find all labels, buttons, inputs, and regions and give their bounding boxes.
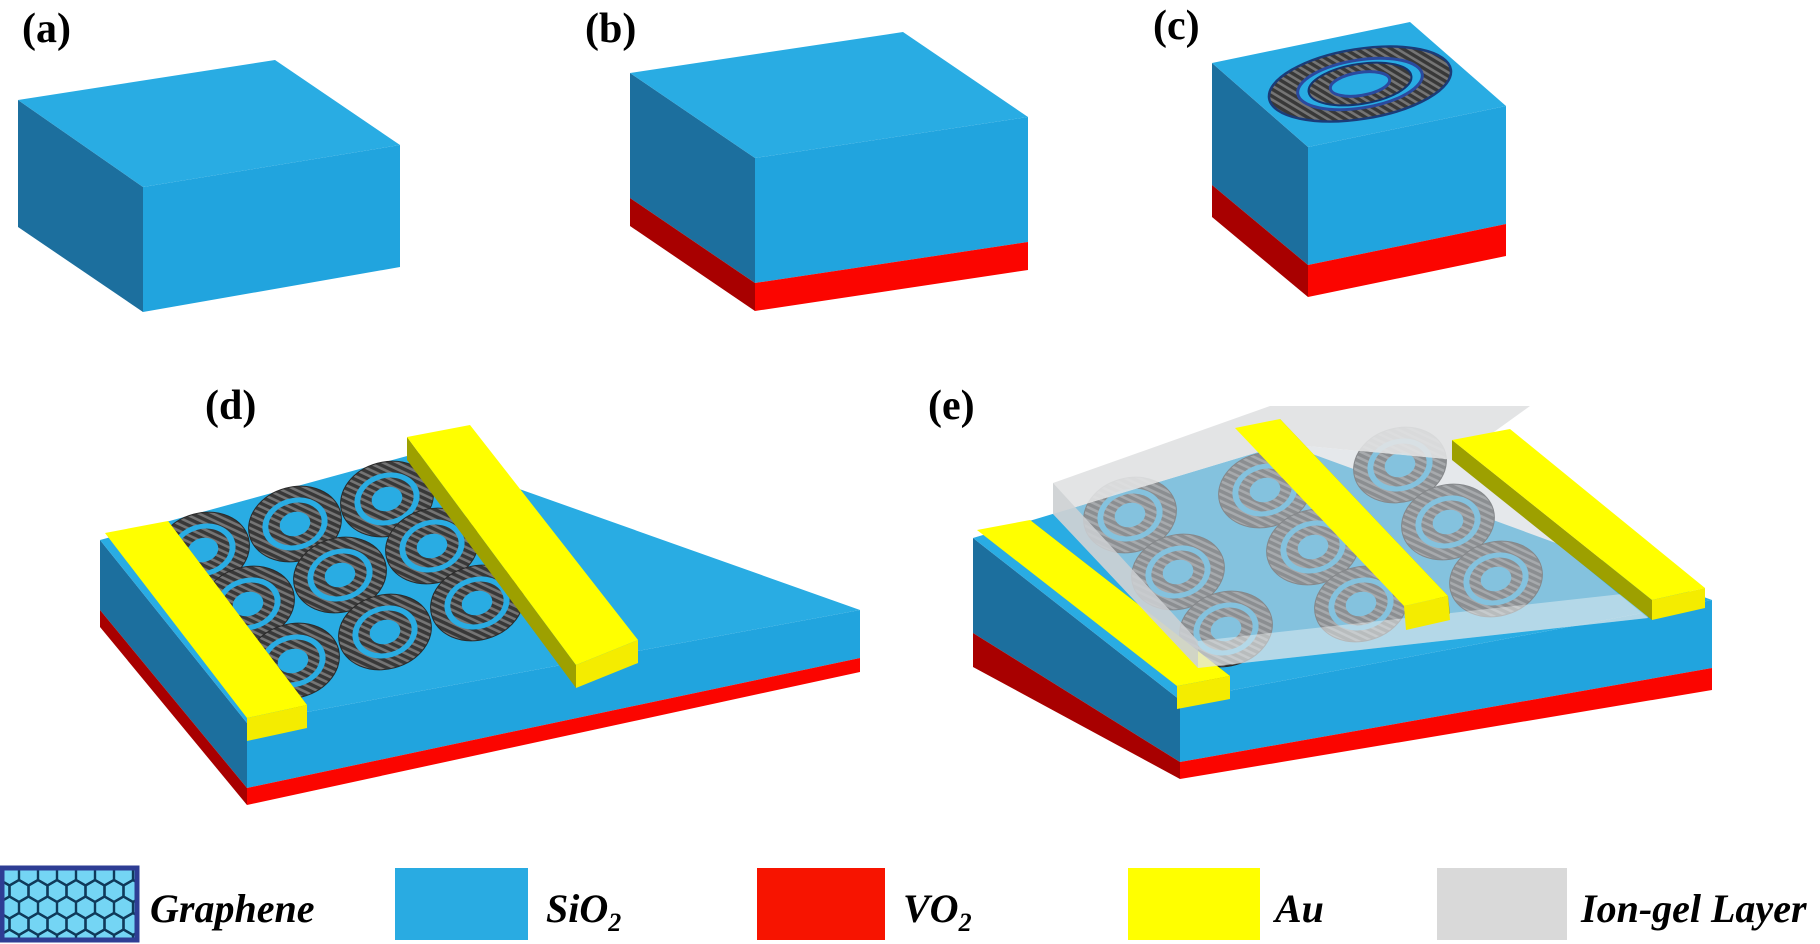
au-electrode-side [407,437,576,688]
legend-label-text: Au [1272,886,1324,931]
legend-label-text: Ion-gel Layer [1580,886,1807,931]
sio2-left-face [1212,63,1308,265]
vo2-layer-left [973,633,1180,779]
sio2-front-face [143,145,400,312]
sio2-front-face [1180,600,1712,762]
legend-swatch-vo2 [757,868,885,940]
au-electrode-top [1452,429,1705,600]
panel-e: (e) [928,383,1712,779]
au-electrode-end [1177,676,1230,709]
au-electrode-right [1452,429,1705,620]
legend-label-sio2: SiO2 [546,886,621,937]
au-electrode-side [1452,440,1652,620]
legend-item-sio2: SiO2 [395,868,621,940]
legend-swatch-au [1128,868,1260,940]
au-electrode-end [1404,596,1450,630]
legend-item-graphene: Graphene [0,865,314,943]
ion-gel-layer [1053,406,1648,668]
legend-label-text: SiO [546,886,608,931]
sio2-top-face [630,32,1028,158]
panel-b: (b) [585,6,1028,311]
au-electrode-left [977,520,1230,709]
panel-a: (a) [18,6,400,312]
legend-label-graphene: Graphene [150,886,314,931]
au-electrode-top [407,425,638,665]
vo2-layer-left [630,198,755,311]
sio2-top-face [18,60,400,187]
ion-gel-top-overlay [1053,444,1648,668]
panel-c: (c) [1153,3,1506,297]
legend-item-vo2: VO2 [757,868,972,940]
panel-d-label: (d) [205,383,256,429]
ion-gel-back-band [1053,406,1530,514]
au-electrode-left [105,521,307,741]
panel-b-label: (b) [585,6,636,52]
sio2-left-face [630,73,755,283]
vo2-layer-front [755,242,1028,311]
legend-swatch-ion-gel [1437,868,1567,940]
au-electrode-top [105,521,307,718]
vo2-layer-front [247,658,860,805]
ion-gel-end-face [1053,483,1198,668]
vo2-layer-left [1212,185,1308,297]
sio2-left-face [100,540,247,788]
legend-label-subscript: 2 [958,908,972,937]
legend-swatch-sio2 [395,868,528,940]
panel-c-label: (c) [1153,3,1200,49]
panel-a-label: (a) [22,6,71,52]
legend-item-ion-gel: Ion-gel Layer [1437,868,1807,940]
au-electrode-right [407,425,638,688]
au-electrode-top [977,520,1230,686]
legend-label-text: Graphene [150,886,314,931]
legend-label-vo2: VO2 [903,886,972,937]
legend-label-text: VO [903,886,959,931]
panel-e-label: (e) [928,383,975,429]
legend-swatch-graphene [0,865,140,943]
legend-label-ion-gel: Ion-gel Layer [1580,886,1807,931]
au-electrode-end [576,640,638,688]
legend-label-au: Au [1272,886,1324,931]
vo2-layer-front [1308,224,1506,297]
sio2-front-face [1308,106,1506,265]
vo2-layer-front [1180,668,1712,779]
au-electrode-end [247,705,307,741]
legend: Graphene SiO2 VO2 Au Ion-gel Layer [0,865,1807,943]
sio2-left-face [18,100,143,312]
sio2-front-face [247,610,860,788]
sio2-front-face [755,117,1028,283]
ion-gel-front-face [1198,592,1648,668]
legend-item-au: Au [1128,868,1324,940]
au-gate-electrode-middle [1235,419,1450,630]
au-electrode-top [1235,419,1448,606]
legend-label-subscript: 2 [607,908,621,937]
vo2-layer-left [100,610,247,805]
sio2-left-face [973,538,1180,762]
au-electrode-end [1652,588,1705,620]
panel-d: (d) [100,383,860,805]
